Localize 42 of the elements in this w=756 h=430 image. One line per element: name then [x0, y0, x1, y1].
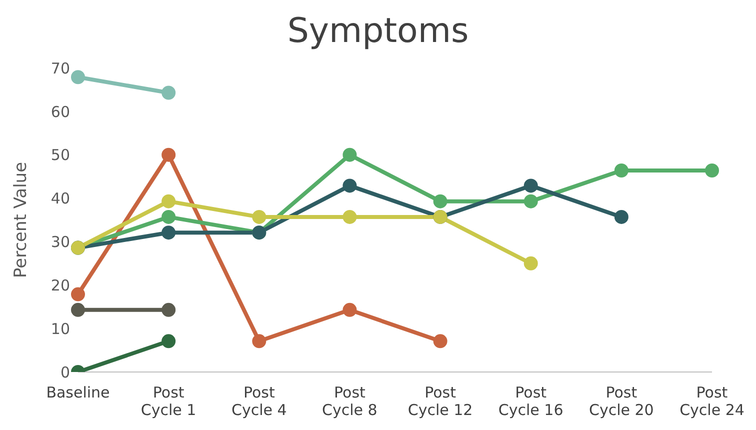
point	[162, 334, 176, 348]
x-tick-label: Post Cycle 4	[231, 384, 287, 419]
point	[71, 70, 85, 84]
y-axis-title: Percent Value	[11, 162, 32, 278]
x-tick-label: Post Cycle 16	[498, 384, 564, 419]
x-tick-label: Baseline	[46, 384, 110, 402]
y-tick-label: 50	[50, 146, 70, 164]
point	[342, 178, 357, 193]
point	[342, 210, 357, 224]
point	[162, 86, 176, 100]
point	[433, 334, 448, 348]
point	[524, 256, 538, 270]
y-tick-label: 30	[50, 233, 70, 252]
point	[162, 210, 176, 224]
y-tick-label: 20	[50, 276, 70, 294]
point	[524, 178, 538, 193]
point	[71, 302, 85, 317]
point	[342, 148, 357, 162]
point	[705, 163, 719, 178]
point	[252, 210, 266, 224]
point	[342, 302, 357, 317]
x-tick-label: Post Cycle 12	[408, 384, 473, 419]
point	[162, 302, 176, 317]
point	[71, 287, 85, 302]
point	[614, 210, 628, 224]
y-tick-label: 60	[50, 102, 70, 121]
y-tick-label: 0	[60, 363, 70, 382]
point	[524, 194, 538, 208]
point	[162, 226, 176, 240]
y-tick-label: 40	[50, 190, 70, 208]
point	[252, 334, 266, 348]
point	[162, 148, 176, 162]
point	[162, 194, 176, 208]
x-tick-label: Post Cycle 20	[589, 384, 654, 419]
y-tick-label: 10	[50, 320, 70, 338]
point	[433, 194, 448, 208]
x-tick-label: Post Cycle 1	[140, 384, 196, 419]
point	[614, 163, 628, 178]
chart-title: Symptoms	[286, 10, 470, 53]
x-tick-label: Post Cycle 8	[322, 384, 378, 419]
y-tick-label: 70	[50, 59, 70, 78]
x-tick-label: Post Cycle 24	[680, 384, 744, 419]
